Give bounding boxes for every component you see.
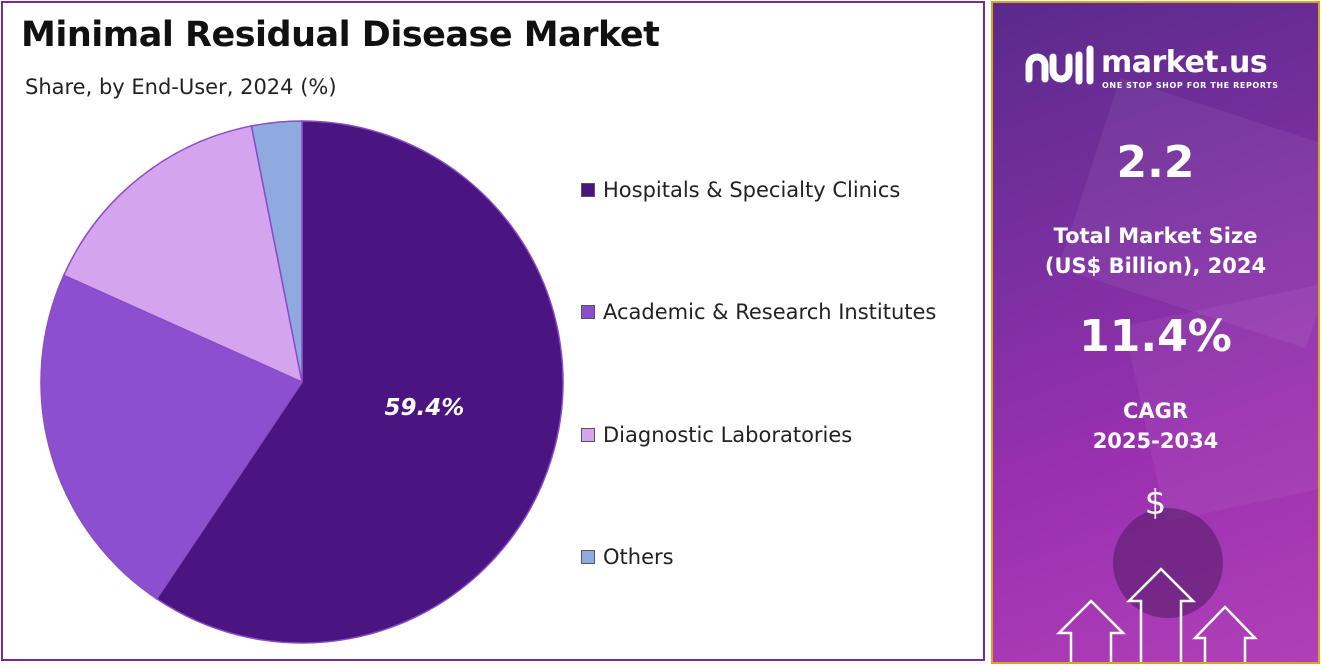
- legend-item-academic-and-research-institutes: Academic & Research Institutes: [581, 300, 936, 324]
- cagr-label-line2: 2025-2034: [1092, 429, 1219, 453]
- legend-label: Diagnostic Laboratories: [603, 423, 853, 447]
- pie-slice-hospitals-and-specialty-clinics: [155, 120, 564, 644]
- currency-symbol: $: [1144, 483, 1167, 523]
- legend-label: Others: [603, 545, 674, 569]
- legend-label: Hospitals & Specialty Clinics: [603, 178, 901, 202]
- legend-item-others: Others: [581, 545, 674, 569]
- cagr-value: 11.4%: [1079, 311, 1232, 362]
- market-us-logo-icon: [1025, 45, 1094, 85]
- pie-slice-others: [250, 120, 303, 383]
- chart-subtitle: Share, by End-User, 2024 (%): [25, 75, 337, 99]
- data-label-hospitals-and-specialty-clinics: 59.4%: [385, 395, 465, 421]
- chart-panel: Minimal Residual Disease Market Share, b…: [1, 1, 985, 661]
- cagr-label: CAGR 2025-2034: [993, 396, 1318, 456]
- pie-chart: 59.4%: [40, 120, 564, 644]
- chart-title: Minimal Residual Disease Market: [21, 15, 660, 55]
- legend-swatch: [581, 183, 595, 197]
- summary-panel: market.us ONE STOP SHOP FOR THE REPORTS …: [991, 1, 1320, 664]
- legend-swatch: [581, 305, 595, 319]
- market-size-label-line2: (US$ Billion), 2024: [1044, 254, 1267, 278]
- cagr-label-line1: CAGR: [1122, 399, 1189, 423]
- market-size-label-line1: Total Market Size: [1053, 224, 1258, 248]
- legend-swatch: [581, 428, 595, 442]
- brand: market.us ONE STOP SHOP FOR THE REPORTS: [1023, 43, 1303, 93]
- pie-slice-diagnostic-laboratories: [62, 125, 304, 384]
- pie-slice-academic-and-research-institutes: [40, 274, 304, 600]
- legend-swatch: [581, 550, 595, 564]
- legend-item-hospitals-and-specialty-clinics: Hospitals & Specialty Clinics: [581, 178, 900, 202]
- market-size-label: Total Market Size (US$ Billion), 2024: [993, 221, 1318, 281]
- brand-tagline: ONE STOP SHOP FOR THE REPORTS: [1102, 81, 1279, 90]
- growth-arrows-icon: [1055, 567, 1258, 662]
- market-size-value: 2.2: [1116, 137, 1195, 188]
- legend-item-diagnostic-laboratories: Diagnostic Laboratories: [581, 423, 852, 447]
- brand-name: market.us: [1101, 45, 1268, 80]
- legend-label: Academic & Research Institutes: [603, 300, 937, 324]
